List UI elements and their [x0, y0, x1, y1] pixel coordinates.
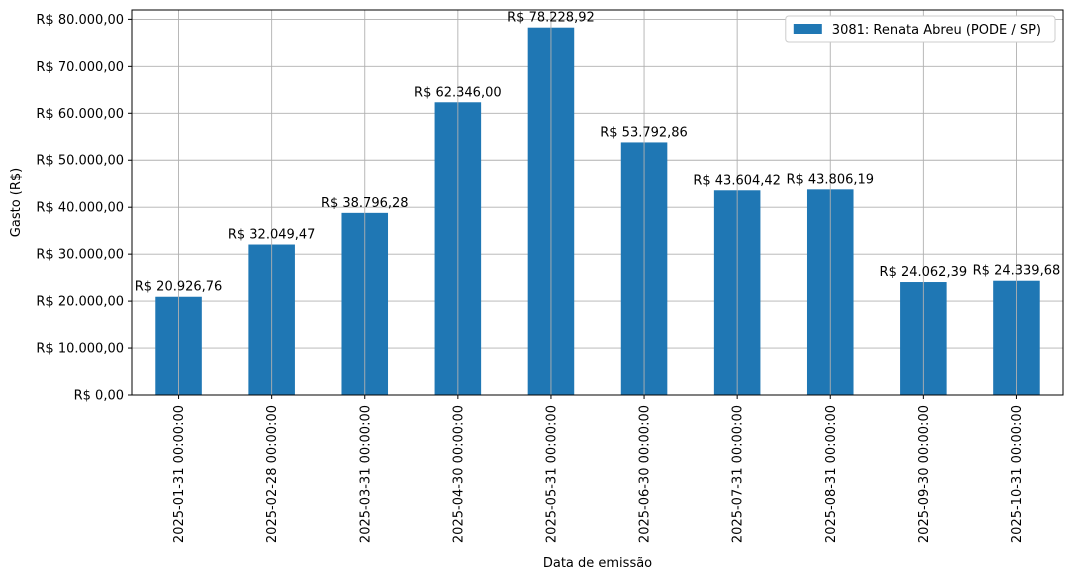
x-tick-label: 2025-07-31 00:00:00 — [731, 405, 746, 543]
y-axis-title: Gasto (R$) — [9, 168, 24, 237]
bars — [155, 27, 1040, 395]
legend-label: 3081: Renata Abreu (PODE / SP) — [832, 23, 1041, 38]
y-tick-label: R$ 40.000,00 — [36, 201, 124, 216]
y-tick-label: R$ 10.000,00 — [36, 342, 124, 357]
y-tick-label: R$ 50.000,00 — [36, 154, 124, 169]
plot-frame — [131, 9, 1064, 396]
x-tick-label: 2025-09-30 00:00:00 — [917, 405, 932, 543]
legend-box — [785, 15, 1056, 43]
data-label: R$ 43.604,42 — [693, 173, 781, 188]
x-tick-label: 2025-10-31 00:00:00 — [1010, 405, 1025, 543]
y-tick-label: R$ 0,00 — [74, 389, 124, 404]
legend-swatch — [793, 24, 822, 34]
data-label: R$ 24.339,68 — [973, 264, 1061, 279]
x-tick-label: 2025-01-31 00:00:00 — [172, 405, 187, 543]
data-label: R$ 32.049,47 — [228, 228, 316, 243]
y-tick-label: R$ 80.000,00 — [36, 13, 124, 28]
data-label: R$ 38.796,28 — [321, 196, 409, 211]
x-axis-title: Data de emissão — [543, 556, 652, 571]
grid-lines-x — [178, 10, 1017, 395]
y-tick-label: R$ 20.000,00 — [36, 295, 124, 310]
data-label: R$ 78.228,92 — [507, 11, 595, 26]
data-label: R$ 43.806,19 — [786, 172, 874, 187]
y-tick-label: R$ 30.000,00 — [36, 248, 124, 263]
x-axis: 2025-01-31 00:00:00 2025-02-28 00:00:00 20… — [172, 395, 1025, 543]
x-tick-label: 2025-03-31 00:00:00 — [358, 405, 373, 543]
legend: 3081: Renata Abreu (PODE / SP) — [785, 15, 1056, 43]
data-label: R$ 24.062,39 — [880, 265, 968, 280]
data-label: R$ 62.346,00 — [414, 85, 502, 100]
x-tick-label: 2025-06-30 00:00:00 — [638, 405, 653, 543]
y-tick-label: R$ 60.000,00 — [36, 107, 124, 122]
y-tick-label: R$ 70.000,00 — [36, 60, 124, 75]
x-tick-label: 2025-08-31 00:00:00 — [824, 405, 839, 543]
y-axis: R$ 0,00 R$ 10.000,00 R$ 20.000,00 R$ 30.000… — [36, 13, 132, 404]
x-tick-label: 2025-02-28 00:00:00 — [265, 405, 280, 543]
data-label: R$ 20.926,76 — [135, 280, 223, 295]
x-tick-label: 2025-05-31 00:00:00 — [544, 405, 559, 543]
data-label: R$ 53.792,86 — [600, 125, 688, 140]
data-labels: R$ 20.926,76 R$ 32.049,47 R$ 38.796,28 R$ 6… — [135, 11, 1061, 295]
x-tick-label: 2025-04-30 00:00:00 — [451, 405, 466, 543]
